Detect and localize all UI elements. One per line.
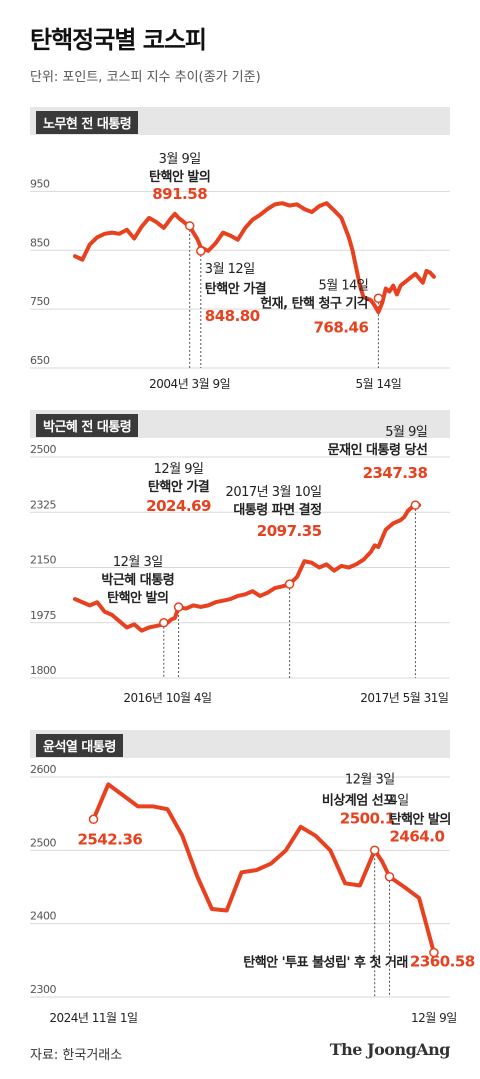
chart-yoon-svg: 2300 2400 2500 2600 2024년 11월 1일 12월 9일 2542.3… <box>30 763 475 1025</box>
annotation-value: 2464.0 <box>390 828 445 846</box>
y-tick-label: 750 <box>30 295 50 308</box>
y-tick-label: 950 <box>30 177 50 190</box>
annotation-value: 2097.35 <box>257 522 322 540</box>
annotation-event: 비상계엄 선포 <box>322 792 395 808</box>
x-tick-label: 2017년 5월 31일 <box>360 691 448 705</box>
series-line <box>91 782 436 955</box>
y-tick-label: 850 <box>30 236 50 249</box>
x-tick-label: 12월 9일 <box>411 1011 457 1025</box>
x-tick-label: 2004년 3월 9일 <box>149 377 230 391</box>
section-label-yoon: 윤석열 대통령 <box>36 734 123 757</box>
y-tick-label: 650 <box>30 354 50 367</box>
x-tick-label: 2016년 10월 4일 <box>123 691 211 705</box>
annotation-value: 848.80 <box>205 307 260 325</box>
y-tick-label: 2300 <box>30 983 56 996</box>
annotation-value: 891.58 <box>152 185 207 203</box>
annotation-event: 탄핵안 발의 <box>149 169 210 185</box>
annotation-marker <box>159 618 169 628</box>
y-tick-label: 2600 <box>30 763 56 776</box>
annotation-value: 768.46 <box>314 318 369 336</box>
annotation-date: 5월 14일 <box>319 278 369 293</box>
y-tick-label: 2400 <box>30 910 56 923</box>
annotation-event: 대통령 파면 결정 <box>233 502 321 518</box>
section-label-park: 박근혜 전 대통령 <box>36 414 139 437</box>
annotation-event: 문재인 대통령 당선 <box>328 442 428 458</box>
section-bar-roh: 노무현 전 대통령 <box>30 107 450 135</box>
series-line <box>73 201 436 315</box>
annotation-event: 헌재, 탄핵 청구 기각 <box>260 295 369 311</box>
y-tick-label: 2500 <box>30 443 56 456</box>
annotation-date: 12월 9일 <box>154 462 204 477</box>
section-label-roh: 노무현 전 대통령 <box>36 111 139 134</box>
section-bar-yoon: 윤석열 대통령 <box>30 730 450 758</box>
annotation-marker <box>196 246 206 256</box>
y-tick-label: 2325 <box>30 498 56 511</box>
annotation-event: 탄핵안 가결 <box>148 479 209 495</box>
annotation-marker <box>284 579 295 589</box>
annotation-marker <box>410 500 421 510</box>
annotation-value: 2500.1 <box>340 809 395 827</box>
chart-park: 1800 1975 2150 2325 2500 2016년 10월 4일 2017년 5월… <box>0 425 480 710</box>
annotation-date: 3월 12일 <box>205 262 255 277</box>
annotation-date: 3월 9일 <box>159 152 201 167</box>
annotation-marker <box>373 293 384 304</box>
annotation-date: 5월 9일 <box>385 425 427 440</box>
annotation-marker <box>184 221 195 231</box>
y-tick-label: 1800 <box>30 664 56 677</box>
y-tick-label: 2150 <box>30 554 56 567</box>
page-title: 탄핵정국별 코스피 <box>30 26 207 54</box>
x-tick-label: 5월 14일 <box>355 377 401 391</box>
brand-logo: The JoongAng <box>329 1040 451 1059</box>
y-tick-label: 2500 <box>30 836 56 849</box>
section-bar-park: 박근혜 전 대통령 <box>30 410 450 438</box>
annotation-event: 탄핵안 가결 <box>205 281 266 297</box>
annotation-event: 탄핵안 발의 <box>107 590 168 606</box>
annotation-marker <box>429 947 439 958</box>
annotation-value: 2360.58 <box>410 953 475 971</box>
annotation-marker <box>384 871 395 882</box>
y-tick-label: 1975 <box>30 609 56 622</box>
chart-park-svg: 1800 1975 2150 2325 2500 2016년 10월 4일 2017년 5월… <box>30 425 450 705</box>
annotation-date: 12월 3일 <box>345 772 395 787</box>
annotation-marker <box>173 602 184 612</box>
annotation-event: 탄핵안 발의 <box>390 812 451 828</box>
annotation-marker <box>369 845 380 856</box>
annotation-date: 2017년 3월 10일 <box>226 485 322 500</box>
annotation-event: 박근혜 대통령 <box>101 572 174 588</box>
series-line <box>73 503 422 633</box>
annotation-date: 12월 3일 <box>113 555 163 570</box>
annotation-date: 4일 <box>390 794 409 809</box>
source-note: 자료: 한국거래소 <box>30 1048 123 1063</box>
annotation-marker <box>88 814 99 825</box>
x-tick-label: 2024년 11월 1일 <box>49 1011 137 1025</box>
annotation-value: 2542.36 <box>78 830 143 848</box>
annotation-value: 2347.38 <box>363 464 428 482</box>
chart-yoon: 2300 2400 2500 2600 2024년 11월 1일 12월 9일 2542.3… <box>0 763 480 1030</box>
unit-note: 단위: 포인트, 코스피 지수 추이(종가 기준) <box>30 70 261 85</box>
annotation-event: 탄핵안 '투표 불성립' 후 첫 거래 <box>243 955 408 971</box>
annotation-value: 2024.69 <box>146 497 211 515</box>
